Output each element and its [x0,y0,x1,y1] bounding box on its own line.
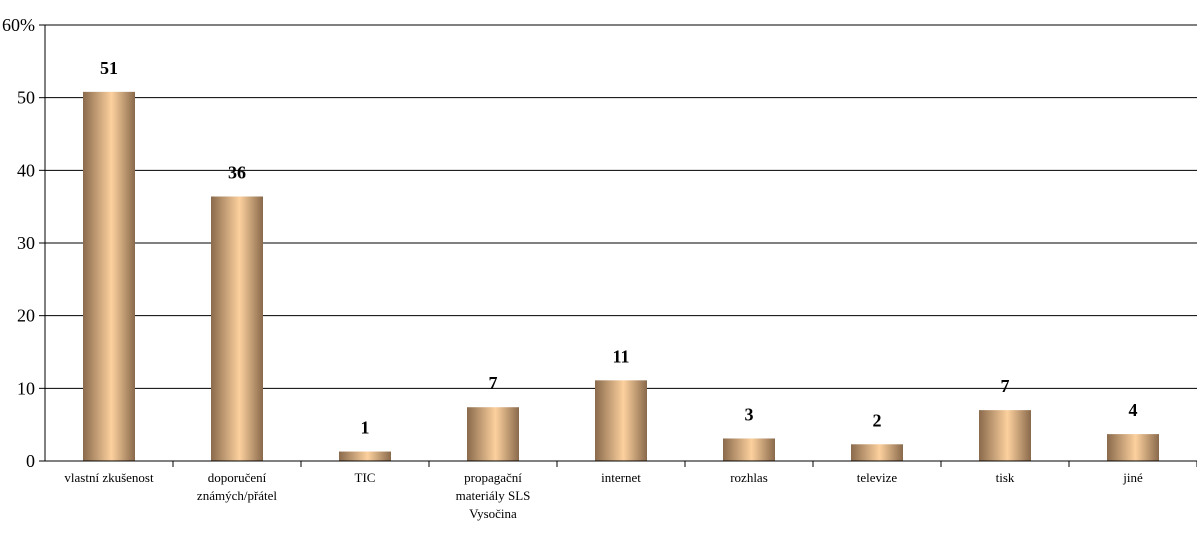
y-tick-label: 40 [17,160,35,180]
data-label: 1 [361,418,370,438]
x-tick-label: rozhlas [730,470,768,485]
y-tick-label: 10 [17,378,35,398]
x-tick-label: vlastní zkušenost [64,470,154,485]
data-label: 7 [1001,376,1010,396]
data-label: 2 [873,410,882,430]
data-label: 7 [489,373,498,393]
y-tick-label: 60% [2,15,35,35]
data-label: 51 [100,58,118,78]
data-label: 11 [612,346,629,366]
bar [83,91,135,461]
bar [467,407,519,461]
labels: 0 10 20 30 40 50 60% 51 vlastní zkušenost 36 dopor… [2,15,1143,521]
x-tick-label: internet [601,470,641,485]
data-label: 3 [745,404,754,424]
bar [979,410,1031,461]
axes [39,24,1197,467]
data-label: 4 [1129,400,1138,420]
bar [1107,434,1159,461]
bars [83,91,1159,461]
x-tick-label: TIC [355,470,376,485]
bar [851,444,903,461]
bar [211,196,263,461]
bar [339,451,391,461]
y-tick-label: 0 [26,451,35,471]
x-tick-label: tisk [996,470,1015,485]
x-tick-label: propagační materiály SLS Vysočina [456,470,531,521]
y-tick-label: 50 [17,88,35,108]
y-tick-label: 30 [17,233,35,253]
x-tick-label: doporučení známých/přátel [197,470,278,503]
data-label: 36 [228,162,246,182]
y-tick-label: 20 [17,306,35,326]
bar [595,380,647,461]
x-tick-label: televize [857,470,898,485]
x-tick-label: jiné [1122,470,1143,485]
bar [723,438,775,461]
